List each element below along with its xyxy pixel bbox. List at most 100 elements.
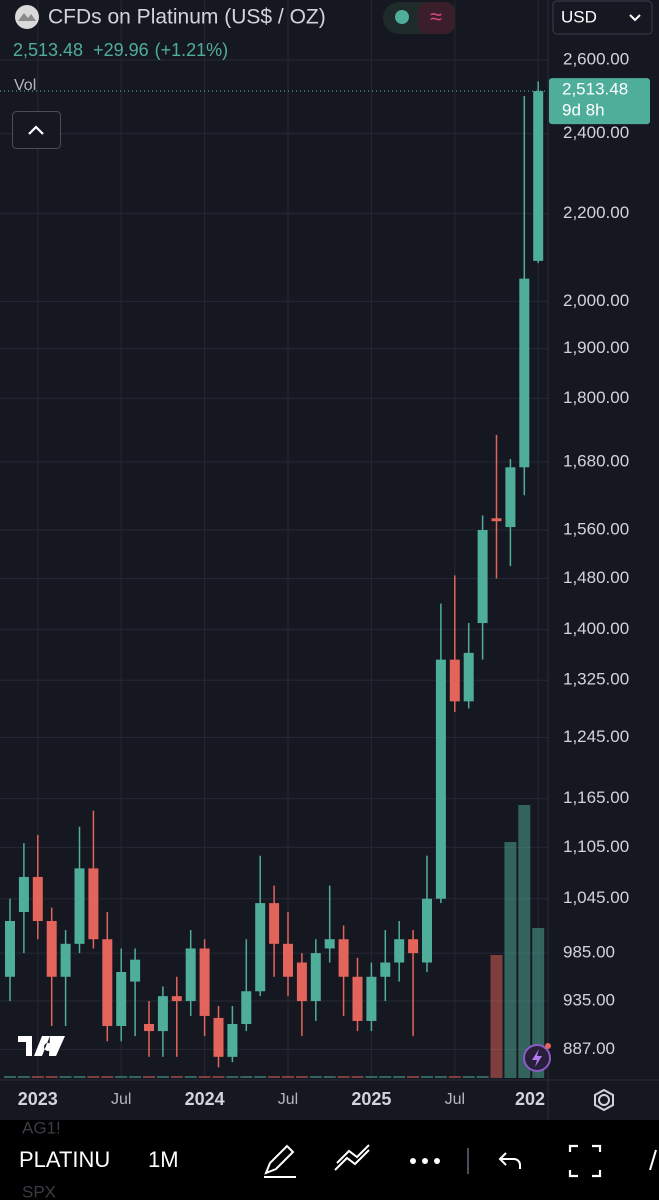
y-tick-label: 2,400.00 — [563, 123, 629, 142]
volume-label: Vol — [14, 77, 36, 94]
volume-bar — [282, 1076, 294, 1078]
volume-bar — [532, 928, 545, 1078]
candle-body — [519, 278, 530, 468]
lightning-icon — [532, 1049, 542, 1067]
candle-body — [171, 996, 182, 1002]
candle-body — [296, 962, 307, 1002]
y-tick-label: 1,045.00 — [563, 888, 629, 907]
undo-button[interactable] — [498, 1152, 521, 1169]
y-tick-label: 1,480.00 — [563, 568, 629, 587]
y-tick-label: 1,680.00 — [563, 451, 629, 470]
volume-bar — [87, 1076, 100, 1078]
price-change: +29.96 — [93, 40, 149, 60]
candle-body — [408, 939, 419, 954]
toolbar-symbol[interactable]: PLATINU — [19, 1147, 110, 1172]
toolbar-interval[interactable]: 1M — [148, 1147, 179, 1172]
y-tick-label: 1,400.00 — [563, 619, 629, 638]
candle-body — [435, 659, 446, 899]
candle-body — [157, 996, 168, 1032]
y-tick-label: 1,325.00 — [563, 670, 629, 689]
volume-bar — [309, 1076, 322, 1078]
symbol-icon-art — [18, 13, 36, 21]
y-tick-label: 985.00 — [563, 943, 615, 962]
market-status — [395, 10, 409, 24]
candle-body — [199, 948, 210, 1016]
volume-bar — [254, 1076, 267, 1078]
candle-body — [366, 976, 377, 1021]
settings-icon — [594, 1088, 614, 1112]
x-tick-label: 2024 — [185, 1089, 225, 1109]
dropdown-arrow — [629, 14, 641, 22]
currency-select[interactable] — [552, 0, 653, 35]
candle-body — [60, 943, 71, 977]
candle-body — [283, 943, 293, 977]
volume-bar — [240, 1076, 253, 1078]
volume-bar — [476, 1076, 489, 1078]
more-button[interactable] — [410, 1158, 440, 1164]
y-tick-label: 1,900.00 — [563, 338, 629, 357]
candle-body — [130, 959, 141, 982]
volume-bar — [101, 1076, 114, 1078]
candle-body — [380, 962, 391, 977]
tv-logo — [49, 1036, 65, 1056]
lines-tool[interactable] — [334, 1144, 370, 1171]
delay-icon: ≈ — [430, 4, 442, 29]
symbol-title: CFDs on Platinum (US$ / OZ) — [48, 6, 326, 29]
more-tools[interactable] — [649, 1149, 657, 1171]
x-tick-label: 2025 — [351, 1089, 391, 1109]
volume-bar — [129, 1076, 142, 1078]
volume-bar — [379, 1076, 392, 1078]
candle-body — [324, 939, 335, 949]
candle-body — [241, 991, 252, 1024]
plot-area — [0, 0, 548, 1078]
y-tick-label: 1,245.00 — [563, 727, 629, 746]
volume-bar — [462, 1076, 475, 1078]
toolbar — [0, 1120, 659, 1200]
candle-body — [394, 939, 405, 963]
tv-logo — [18, 1036, 53, 1056]
volume-bar — [351, 1076, 364, 1078]
volume-bar — [268, 1076, 281, 1078]
candle-body — [227, 1023, 238, 1057]
candle-body — [477, 530, 488, 624]
volume-bar — [421, 1076, 433, 1078]
volume-bar — [490, 955, 503, 1078]
x-tick-label: 2023 — [18, 1089, 58, 1109]
candle-body — [88, 868, 99, 940]
candle-body — [533, 91, 544, 261]
fullscreen-button[interactable] — [568, 1144, 602, 1178]
y-tick-label: 2,600.00 — [563, 49, 629, 68]
candle-body — [46, 920, 57, 977]
chevron-up — [28, 125, 44, 135]
volume-bar — [407, 1076, 420, 1078]
volume-bar — [184, 1076, 197, 1078]
volume-bar — [31, 1076, 44, 1078]
volume-bar — [156, 1076, 169, 1078]
candle-body — [310, 953, 321, 1002]
volume-bar — [17, 1076, 30, 1078]
y-tick-label: 935.00 — [563, 991, 615, 1010]
volume-bar — [434, 1076, 447, 1078]
x-tick-label: Jul — [111, 1091, 131, 1108]
volume-bar — [212, 1076, 225, 1078]
candle-body — [213, 1017, 224, 1057]
candle-body — [255, 903, 266, 992]
overlay-symbol: SPX — [22, 1182, 56, 1200]
candle-body — [116, 971, 127, 1026]
candle-body — [352, 976, 363, 1021]
volume-bar — [45, 1076, 58, 1078]
candle-body — [463, 652, 474, 702]
candle-body — [505, 467, 516, 528]
draw-tool[interactable] — [264, 1144, 296, 1178]
countdown: 9d 8h — [562, 101, 605, 120]
collapse-button[interactable] — [12, 111, 61, 149]
currency: USD — [561, 7, 597, 26]
delay-badge — [418, 2, 455, 34]
y-tick-label: 887.00 — [563, 1039, 615, 1058]
volume-bar — [365, 1076, 378, 1078]
settings-icon[interactable] — [598, 1094, 610, 1106]
volume-bar — [226, 1076, 239, 1078]
